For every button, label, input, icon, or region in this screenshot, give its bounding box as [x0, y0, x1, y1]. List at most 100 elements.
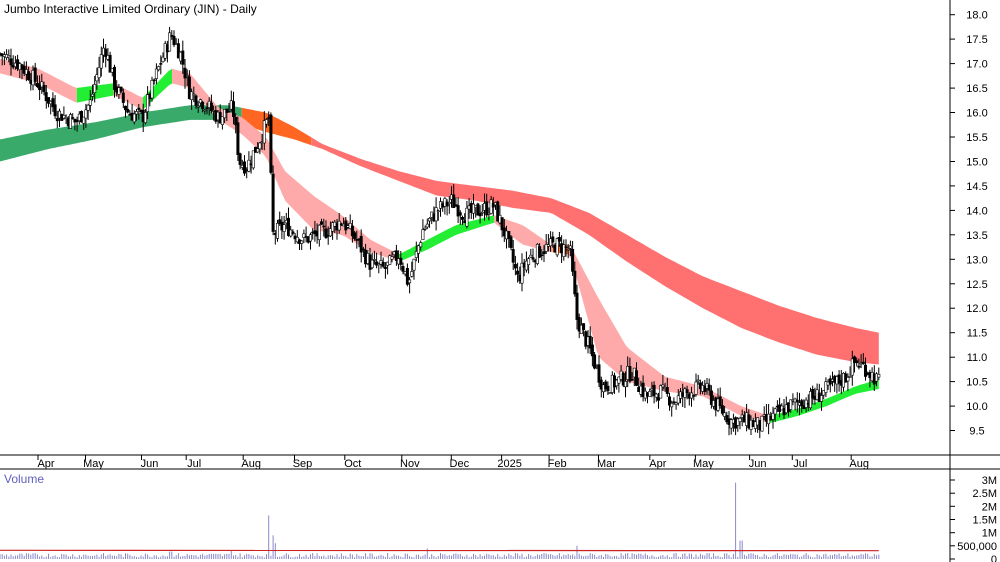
price-bar-body: [707, 384, 711, 391]
slow-ma-band: [0, 105, 242, 162]
time-tick-label: Sep: [293, 458, 313, 470]
price-bar-body: [573, 270, 577, 295]
price-bar-body: [300, 240, 304, 244]
time-tick-label: 2025: [497, 458, 521, 470]
fast-ma-band: [399, 215, 495, 262]
price-bar-body: [456, 205, 460, 217]
price-bar-body: [86, 104, 90, 111]
price-bar-body: [135, 111, 139, 115]
price-bar-body: [220, 116, 224, 125]
time-tick-label: Apr: [37, 458, 54, 470]
price-bar-body: [271, 173, 275, 232]
price-bar-body: [696, 379, 700, 382]
price-bar-body: [850, 358, 854, 376]
price-bar-body: [542, 251, 546, 255]
price-bar-body: [124, 105, 128, 111]
price-bar-body: [837, 374, 841, 384]
price-tick-label: 14.0: [966, 205, 987, 217]
price-bar-body: [209, 102, 213, 111]
time-tick-label: Dec: [450, 458, 470, 470]
price-bar-body: [157, 66, 161, 71]
price-bar-body: [53, 104, 57, 117]
price-bar-body: [46, 97, 50, 104]
time-tick-label: Jul: [793, 458, 807, 470]
price-bar-body: [656, 397, 660, 401]
price-bar-body: [227, 110, 231, 113]
time-tick-label: Jul: [187, 458, 201, 470]
price-bar-body: [185, 75, 189, 77]
price-bar-body: [555, 238, 559, 256]
price-bar-body: [196, 105, 200, 108]
price-bar-body: [634, 370, 638, 386]
price-bar-body: [251, 150, 255, 169]
price-bar-body: [264, 119, 268, 125]
price-bar-body: [243, 161, 247, 174]
price-bar-body: [709, 390, 713, 405]
price-bar-body: [729, 419, 733, 429]
price-bar-body: [40, 81, 44, 88]
price-bar-body: [863, 364, 867, 377]
price-bar-body: [194, 95, 198, 106]
price-bar-body: [511, 249, 515, 263]
price-bar-body: [447, 202, 451, 205]
price-bar-body: [344, 220, 348, 231]
price-tick-label: 9.5: [969, 426, 984, 438]
price-tick-label: 11.0: [967, 352, 988, 364]
volume-tick-label: 1.5M: [973, 515, 997, 527]
price-bar-body: [275, 223, 279, 239]
price-bar-body: [183, 67, 187, 79]
price-bar-body: [652, 384, 656, 397]
price-bar-body: [659, 385, 663, 399]
price-bar-body: [529, 254, 533, 258]
price-bar-body: [604, 381, 608, 390]
price-bar-body: [524, 260, 528, 271]
price-bar-body: [738, 417, 742, 422]
price-bar-body: [44, 92, 48, 102]
price-bar-body: [672, 401, 676, 404]
price-bar-body: [683, 388, 687, 398]
price-tick-label: 18.0: [966, 10, 987, 22]
price-bar-body: [234, 117, 238, 126]
price-bar-body: [736, 418, 740, 426]
time-tick-label: Mar: [597, 458, 616, 470]
price-bar-body: [256, 148, 260, 153]
price-bar-body: [551, 236, 555, 243]
volume-tick-label: 0: [991, 554, 997, 562]
time-tick-label: May: [83, 458, 104, 470]
price-bar-body: [223, 109, 227, 119]
price-tick-label: 10.5: [966, 377, 987, 389]
price-bar-body: [476, 203, 480, 216]
price-bar-body: [480, 211, 484, 214]
price-bar-body: [181, 50, 185, 65]
price-bar-body: [113, 66, 117, 90]
price-bar-body: [394, 250, 398, 261]
price-bar-body: [33, 67, 37, 82]
volume-bars: [0, 482, 880, 559]
price-bar-body: [322, 225, 326, 228]
price-bar-body: [641, 382, 645, 397]
price-bar-body: [588, 335, 592, 349]
time-tick-label: Aug: [241, 458, 261, 470]
price-bar-body: [88, 99, 92, 106]
price-bar-body: [238, 153, 242, 165]
price-bar-body: [487, 213, 491, 215]
fast-ma-band: [494, 215, 553, 253]
price-bar-body: [108, 54, 112, 73]
time-tick-label: Aug: [849, 458, 869, 470]
price-bar-body: [566, 248, 570, 251]
price-bar-body: [9, 58, 13, 66]
price-bar-body: [661, 384, 665, 388]
price-tick-label: 15.5: [966, 132, 987, 144]
price-bar-body: [132, 113, 136, 123]
price-bar-body: [388, 255, 392, 265]
price-bar-body: [308, 234, 312, 242]
fast-ma-band: [768, 379, 879, 423]
price-bar-body: [427, 218, 431, 222]
price-bar-body: [654, 393, 658, 398]
time-tick-label: May: [693, 458, 714, 470]
price-bar-body: [874, 373, 878, 382]
price-bar-body: [789, 399, 793, 410]
price-bar-body: [571, 249, 575, 272]
price-bar-body: [760, 415, 764, 432]
price-bar-body: [152, 79, 156, 82]
